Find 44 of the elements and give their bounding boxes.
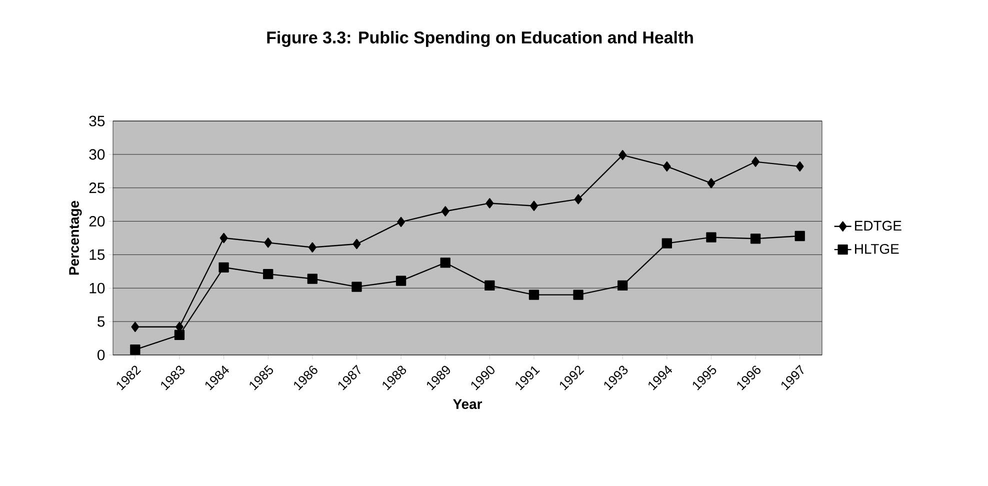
legend-label: HLTGE <box>855 244 899 254</box>
point <box>796 161 804 172</box>
y-tick-label: 0 <box>98 350 105 360</box>
point <box>308 242 316 252</box>
point <box>618 280 628 291</box>
point <box>486 198 494 208</box>
point <box>263 269 274 280</box>
point <box>131 322 140 332</box>
x-axis-title: Year <box>453 399 482 410</box>
y-tick-label: 25 <box>89 182 105 194</box>
y-axis-title: Percentage <box>69 200 82 275</box>
point <box>440 258 450 268</box>
point <box>752 156 760 167</box>
point <box>662 238 672 248</box>
point <box>794 230 805 242</box>
y-tick-label: 20 <box>89 216 105 227</box>
chart-title: Figure 3.3: Public Spending on Education and Health <box>267 31 693 47</box>
legend-label: EDTGE <box>855 220 902 231</box>
point <box>396 276 406 286</box>
y-tick-label: 5 <box>98 316 105 327</box>
point <box>130 344 140 355</box>
point <box>218 262 229 272</box>
y-tick-label: 15 <box>90 249 105 260</box>
point <box>528 290 540 300</box>
point <box>220 232 228 244</box>
point <box>397 216 406 228</box>
point <box>530 200 538 211</box>
point <box>707 178 716 188</box>
point <box>750 234 761 244</box>
point <box>618 150 627 160</box>
y-tick-label: 30 <box>89 149 105 160</box>
point <box>352 282 362 292</box>
point <box>307 274 318 284</box>
point <box>706 232 716 242</box>
point <box>174 330 185 340</box>
point <box>573 290 584 300</box>
point <box>574 194 582 204</box>
point <box>662 161 671 172</box>
point <box>264 238 272 248</box>
y-tick-label: 10 <box>90 282 105 294</box>
point <box>484 280 495 291</box>
point <box>441 206 450 216</box>
y-tick-label: 35 <box>89 116 105 126</box>
point <box>352 238 361 250</box>
